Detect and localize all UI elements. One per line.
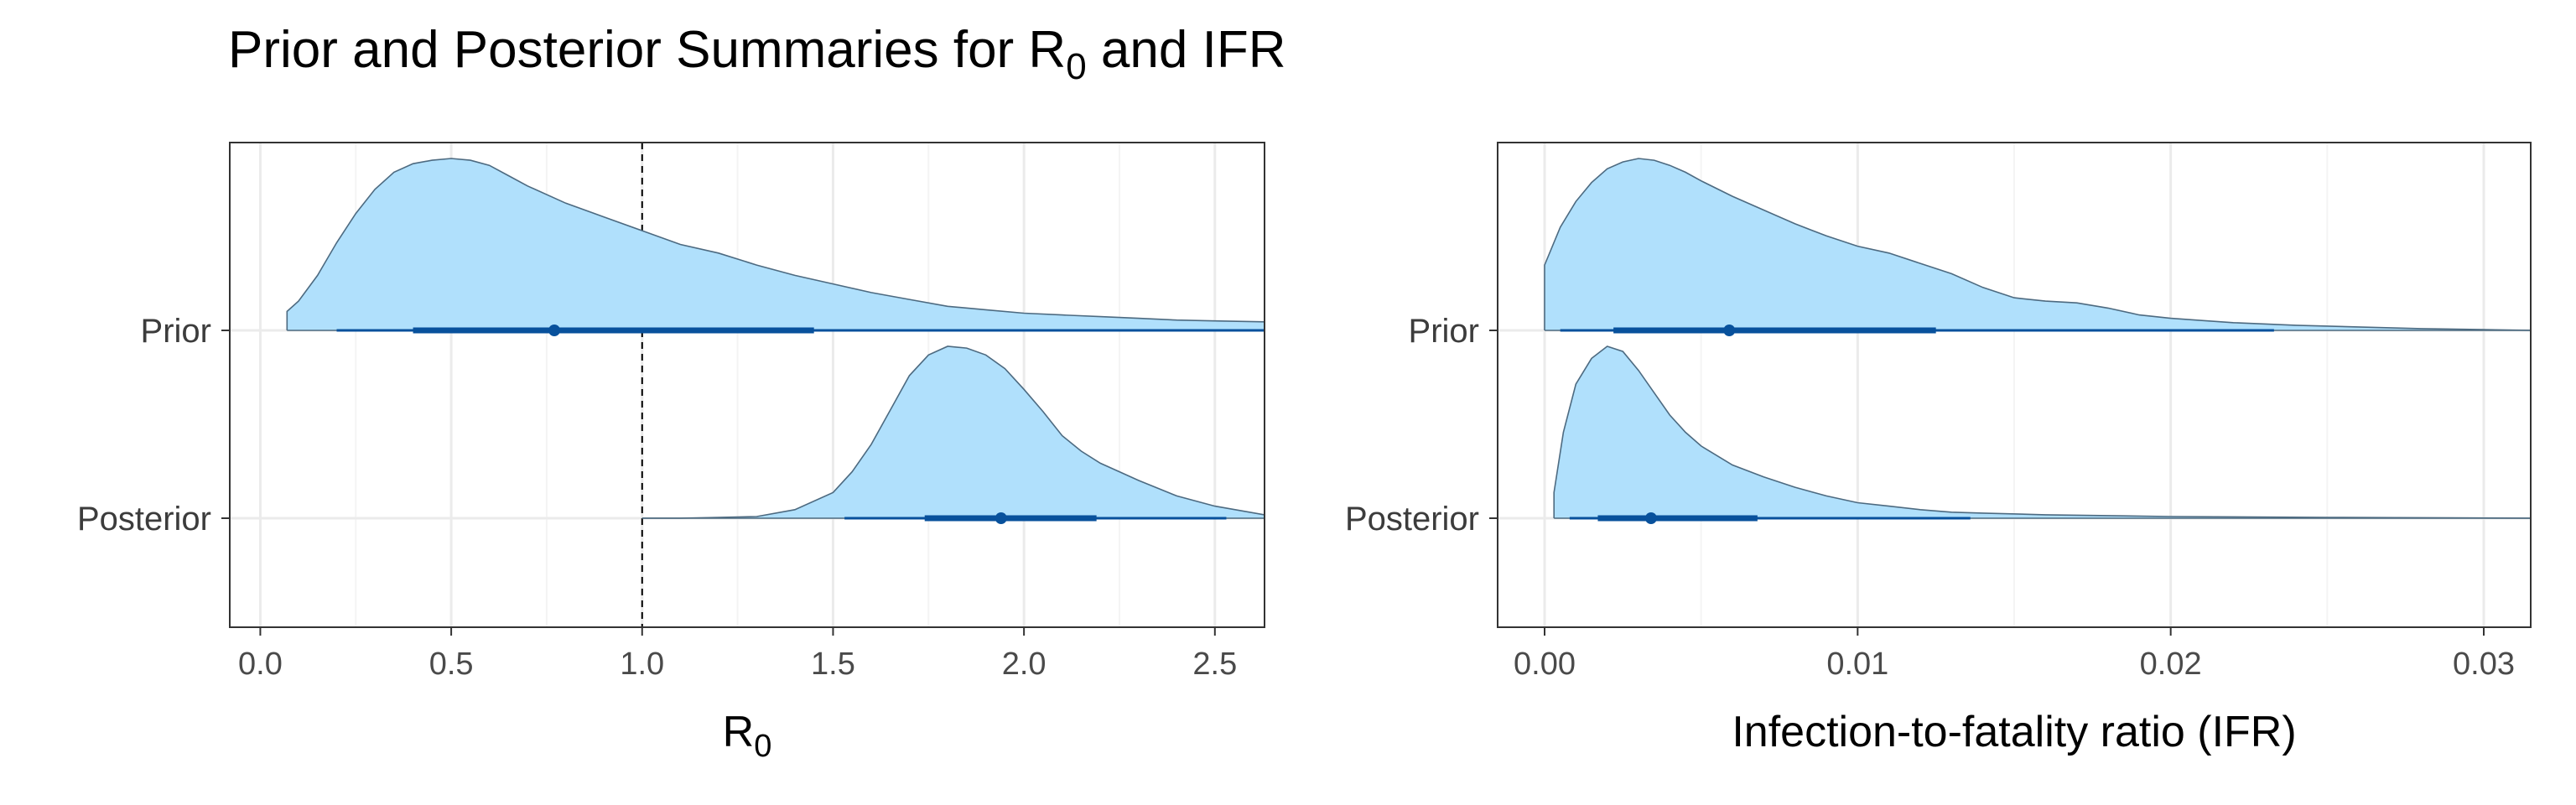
x-tick-label: 0.5 <box>429 647 474 682</box>
x-axis-title-subscript: 0 <box>754 729 771 764</box>
density-area-posterior <box>641 346 1265 518</box>
x-axis-title-text: R <box>723 708 755 756</box>
point-estimate-posterior <box>1644 512 1657 524</box>
x-tick-label: 2.0 <box>1002 647 1046 682</box>
panel-border <box>229 142 1265 628</box>
density-outline-prior <box>1544 158 2531 331</box>
category-label-prior: Prior <box>141 313 211 350</box>
x-tick-label: 1.0 <box>620 647 664 682</box>
x-axis-title-text: Infection-to-fatality ratio (IFR) <box>1732 708 2296 756</box>
point-estimate-posterior <box>995 512 1007 524</box>
density-outline-prior <box>286 158 1265 330</box>
category-label-posterior: Posterior <box>1345 501 1479 538</box>
panel-border <box>1497 142 2532 628</box>
x-tick-label: 2.5 <box>1192 647 1237 682</box>
x-tick-label: 0.02 <box>2140 647 2202 682</box>
category-label-posterior: Posterior <box>77 501 211 538</box>
panel-r0: Prior Posterior 0.0 0.5 1.0 1.5 2.0 2.5 R0 <box>77 142 1265 764</box>
x-tick-label: 0.0 <box>238 647 283 682</box>
density-area-prior <box>287 158 1265 330</box>
x-axis-title: R0 <box>723 708 772 764</box>
density-area-posterior <box>1554 346 2531 518</box>
x-tick-label: 0.03 <box>2453 647 2515 682</box>
category-label-prior: Prior <box>1409 313 1479 350</box>
density-outline-posterior <box>1553 345 2531 519</box>
density-area-prior <box>1545 158 2531 330</box>
point-estimate-prior <box>1723 325 1736 336</box>
x-tick-label: 1.5 <box>811 647 855 682</box>
point-estimate-prior <box>548 325 561 336</box>
panel-ifr: Prior Posterior 0.00 0.01 0.02 0.03 Infection-… <box>1345 142 2532 756</box>
x-tick-label: 0.01 <box>1826 647 1888 682</box>
chart-title-suffix: and IFR <box>1087 21 1286 79</box>
density-outline-posterior <box>641 345 1265 519</box>
x-axis-title: Infection-to-fatality ratio (IFR) <box>1732 708 2296 756</box>
chart-title-text: Prior and Posterior Summaries for R <box>228 21 1066 79</box>
chart-title-subscript: 0 <box>1066 46 1086 87</box>
chart-title: Prior and Posterior Summaries for R0 and… <box>228 21 1285 87</box>
x-tick-label: 0.00 <box>1514 647 1576 682</box>
plot-area <box>1544 158 2531 524</box>
plot-area <box>286 158 1265 524</box>
